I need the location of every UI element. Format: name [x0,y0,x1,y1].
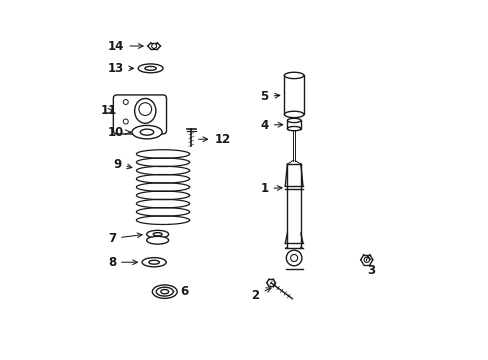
Text: 6: 6 [157,285,188,298]
Circle shape [123,119,128,124]
Ellipse shape [287,126,300,131]
Text: 3: 3 [366,256,374,277]
Ellipse shape [134,99,156,123]
Circle shape [151,44,156,49]
Text: 4: 4 [260,118,282,131]
FancyBboxPatch shape [113,95,166,134]
Text: 12: 12 [198,133,230,146]
Text: 11: 11 [101,104,117,117]
Text: 7: 7 [108,232,142,245]
Ellipse shape [148,260,159,264]
Ellipse shape [142,258,166,267]
Text: 10: 10 [108,126,130,139]
Text: 13: 13 [108,62,133,75]
Text: 14: 14 [108,40,143,53]
Circle shape [290,255,297,261]
Ellipse shape [146,237,168,244]
Circle shape [139,103,151,116]
Ellipse shape [284,111,303,118]
Text: 9: 9 [113,158,132,171]
Ellipse shape [284,72,303,78]
Circle shape [364,257,369,262]
Text: 1: 1 [260,183,282,195]
Text: 5: 5 [260,90,279,103]
Ellipse shape [138,64,163,73]
Ellipse shape [144,66,156,70]
Text: 8: 8 [108,256,137,269]
Ellipse shape [287,118,300,123]
Ellipse shape [153,233,162,236]
Ellipse shape [132,125,162,139]
Ellipse shape [140,129,153,135]
Ellipse shape [161,289,168,294]
Circle shape [123,100,128,104]
Bar [287,121,300,129]
Circle shape [286,250,301,266]
Text: 2: 2 [251,288,270,302]
Ellipse shape [152,285,177,298]
Ellipse shape [146,230,168,238]
Ellipse shape [156,287,173,296]
